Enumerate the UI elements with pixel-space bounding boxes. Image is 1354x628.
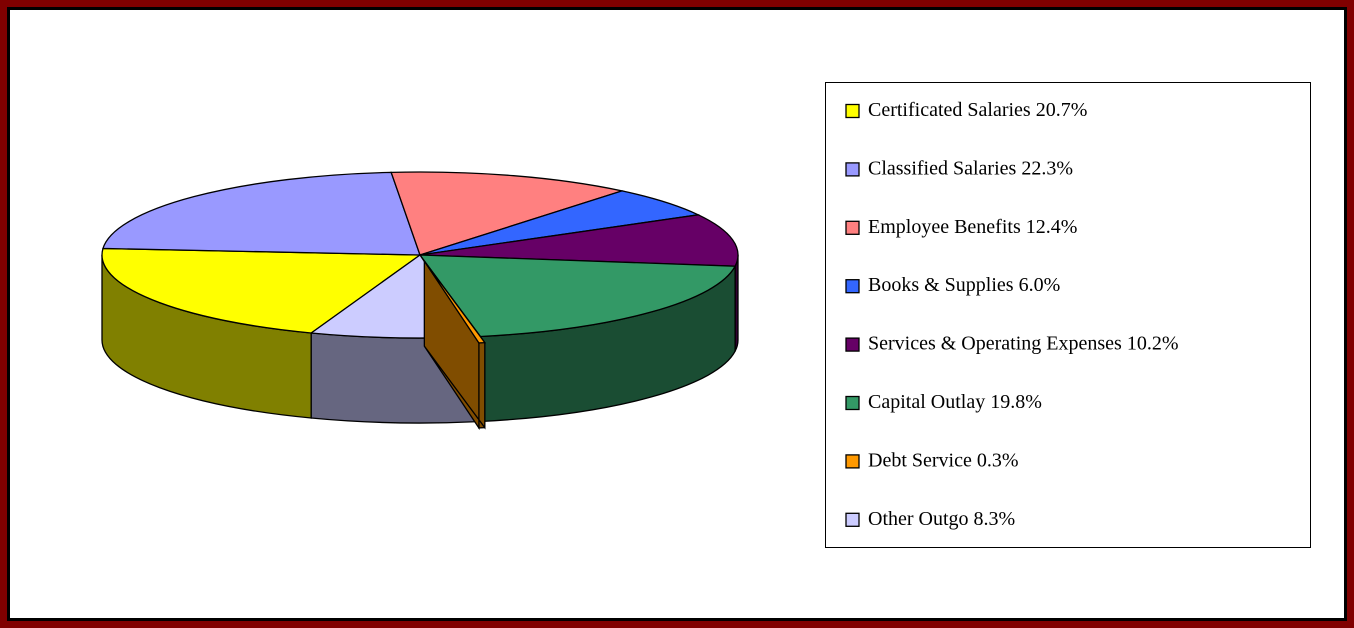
legend-swatch: [845, 103, 860, 119]
legend-value: 0.3%: [977, 449, 1019, 471]
legend-swatch: [845, 220, 860, 235]
legend-swatch: [845, 162, 860, 177]
legend-label: Debt Service 0.3%: [868, 449, 1019, 471]
legend-value: 8.3%: [974, 507, 1016, 529]
legend-label: Classified Salaries 22.3%: [868, 157, 1073, 179]
legend: Certificated Salaries 20.7% Classified Sa…: [845, 99, 1179, 529]
legend-name: Capital Outlay: [868, 391, 985, 413]
slice: [423, 260, 487, 344]
legend-value: 6.0%: [1019, 274, 1061, 296]
slice: [419, 190, 701, 256]
legend-name: Books & Supplies: [868, 274, 1014, 296]
legend-label: Capital Outlay 19.8%: [868, 391, 1042, 413]
legend-name: Employee Benefits: [868, 215, 1021, 237]
slice: [419, 214, 739, 267]
legend-swatch: [845, 395, 860, 411]
legend-name: Other Outgo: [868, 507, 969, 529]
legend-label: Services & Operating Expenses 10.2%: [868, 332, 1179, 354]
slice: [390, 171, 625, 256]
legend-name: Debt Service: [868, 449, 972, 471]
legend-label: Books & Supplies 6.0%: [868, 274, 1060, 296]
legend-label: Employee Benefits 12.4%: [868, 215, 1077, 237]
legend-value: 12.4%: [1026, 215, 1078, 237]
legend-name: Services & Operating Expenses: [868, 332, 1122, 354]
legend-swatch: [845, 279, 860, 294]
legend-box: [825, 82, 1311, 548]
legend-value: 20.7%: [1036, 99, 1088, 121]
legend-swatch: [845, 337, 860, 352]
legend-swatch: [845, 512, 860, 527]
legend-swatch: [845, 454, 860, 469]
legend-label: Certificated Salaries 20.7%: [868, 99, 1087, 121]
legend-value: 10.2%: [1127, 332, 1179, 354]
slice: [418, 254, 737, 338]
slice: [102, 171, 421, 256]
pie: [101, 171, 739, 431]
legend-name: Classified Salaries: [868, 157, 1017, 179]
legend-label: Other Outgo 8.3%: [868, 507, 1015, 529]
legend-value: 22.3%: [1021, 157, 1073, 179]
legend-value: 19.8%: [990, 391, 1042, 413]
legend-name: Certificated Salaries: [868, 99, 1031, 121]
